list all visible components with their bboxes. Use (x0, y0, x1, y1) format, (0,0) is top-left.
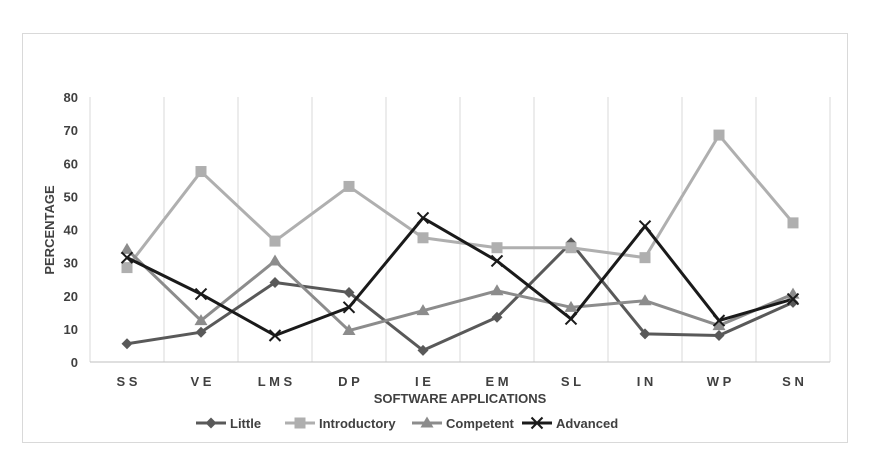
y-tick-label: 40 (64, 223, 78, 238)
data-point-advanced (490, 254, 504, 268)
data-point-little (195, 326, 207, 338)
data-point-introductory (269, 235, 281, 247)
legend-marker-introductory (294, 417, 306, 429)
data-point-little (713, 330, 725, 341)
data-point-introductory (417, 232, 429, 244)
data-point-competent (712, 319, 726, 331)
series-line-little (126, 241, 794, 352)
y-tick-label: 70 (64, 123, 78, 138)
y-tick-label: 10 (64, 322, 78, 337)
data-point-introductory (121, 262, 133, 274)
legend-label: Little (230, 416, 261, 431)
data-point-little (787, 296, 799, 308)
x-tick-label: L M S (258, 374, 293, 389)
data-point-advanced (712, 314, 726, 327)
x-tick-label: S L (561, 374, 581, 389)
data-point-advanced (268, 329, 282, 342)
series-line-advanced (126, 216, 794, 337)
y-tick-label: 30 (64, 256, 78, 271)
data-point-advanced (120, 251, 134, 264)
data-point-advanced (638, 219, 652, 233)
data-point-competent (490, 284, 504, 296)
data-point-introductory (343, 180, 355, 192)
data-point-introductory (713, 129, 725, 141)
legend-item-little: Little (196, 416, 261, 431)
legend-label: Introductory (319, 416, 396, 431)
data-point-competent (268, 254, 282, 266)
y-axis-label: PERCENTAGE (42, 185, 57, 275)
x-tick-label: I E (415, 374, 431, 389)
data-point-little (121, 338, 133, 350)
data-point-advanced (416, 211, 430, 225)
data-point-competent (416, 304, 430, 316)
series-line-introductory (125, 133, 795, 269)
data-point-little (417, 344, 429, 356)
data-point-introductory (491, 242, 503, 254)
series-markers (120, 129, 800, 356)
data-point-competent (342, 324, 356, 336)
legend: Little Introductory Competent Advanced (196, 416, 618, 431)
y-tick-label: 80 (64, 90, 78, 105)
legend-label: Advanced (556, 416, 618, 431)
data-point-competent (194, 314, 208, 326)
data-point-advanced (194, 287, 208, 301)
data-point-little (269, 277, 281, 288)
x-tick-label: S N (782, 374, 804, 389)
legend-label: Competent (446, 416, 515, 431)
legend-item-competent: Competent (412, 416, 515, 431)
data-point-introductory (787, 217, 799, 229)
legend-marker-little (205, 417, 217, 429)
legend-item-advanced: Advanced (522, 416, 618, 431)
legend-marker-advanced (530, 416, 544, 430)
x-tick-label: V E (191, 374, 212, 389)
x-tick-label: D P (338, 374, 360, 389)
data-point-competent (564, 300, 578, 312)
legend-item-introductory: Introductory (285, 416, 396, 431)
data-point-advanced (786, 292, 800, 306)
data-point-advanced (564, 312, 578, 326)
series-line-competent (125, 248, 794, 333)
y-tick-label: 20 (64, 289, 78, 304)
data-point-little (491, 311, 503, 323)
legend-marker-competent (420, 416, 434, 428)
data-point-little (639, 328, 651, 340)
data-point-introductory (565, 242, 577, 254)
y-tick-label: 50 (64, 189, 78, 204)
y-tick-label: 60 (64, 156, 78, 171)
x-tick-label: E M (485, 374, 508, 389)
tick-labels: 0 10 20 30 40 50 60 70 80 S S V E L M S D P I E E M S L… (64, 90, 804, 389)
data-point-competent (120, 242, 134, 254)
data-point-competent (786, 287, 800, 299)
y-tick-label: 0 (71, 355, 78, 370)
data-point-introductory (195, 166, 207, 178)
x-tick-label: W P (707, 374, 732, 389)
data-point-competent (638, 294, 652, 306)
data-point-introductory (639, 252, 651, 264)
data-point-advanced (342, 301, 356, 314)
gridlines (89, 97, 831, 362)
data-point-little (343, 286, 355, 298)
x-axis-label: SOFTWARE APPLICATIONS (374, 391, 547, 406)
x-tick-label: S S (117, 374, 138, 389)
x-tick-label: I N (637, 374, 654, 389)
series-lines (125, 133, 795, 352)
